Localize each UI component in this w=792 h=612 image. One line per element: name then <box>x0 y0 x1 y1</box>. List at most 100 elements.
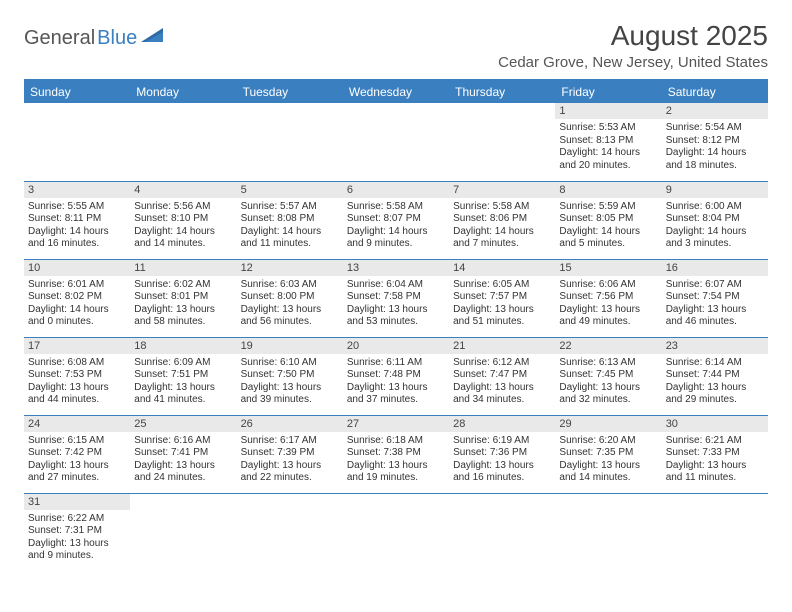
day-text: Sunrise: 6:02 AMSunset: 8:01 PMDaylight:… <box>130 276 236 333</box>
day-number: 1 <box>555 103 661 119</box>
day-text-line: and 49 minutes. <box>559 316 657 329</box>
day-text-line: Sunset: 7:33 PM <box>666 447 764 460</box>
day-text-line: Sunset: 7:45 PM <box>559 369 657 382</box>
day-text-line: Sunrise: 6:02 AM <box>134 279 232 292</box>
day-text-line: Sunset: 7:53 PM <box>28 369 126 382</box>
day-text-line: Sunrise: 6:15 AM <box>28 435 126 448</box>
weekday-header: Friday <box>555 80 661 103</box>
weekday-header: Monday <box>130 80 236 103</box>
day-number: 6 <box>343 182 449 198</box>
day-number: 8 <box>555 182 661 198</box>
day-text-line: Sunset: 8:08 PM <box>241 213 339 226</box>
day-text-line: and 37 minutes. <box>347 394 445 407</box>
day-text: Sunrise: 6:16 AMSunset: 7:41 PMDaylight:… <box>130 432 236 489</box>
day-number: 18 <box>130 338 236 354</box>
day-text: Sunrise: 5:56 AMSunset: 8:10 PMDaylight:… <box>130 198 236 255</box>
calendar-day-cell: 29Sunrise: 6:20 AMSunset: 7:35 PMDayligh… <box>555 415 661 493</box>
day-text-line: Sunset: 7:36 PM <box>453 447 551 460</box>
day-number: 3 <box>24 182 130 198</box>
day-text: Sunrise: 6:21 AMSunset: 7:33 PMDaylight:… <box>662 432 768 489</box>
day-text-line: Sunset: 8:05 PM <box>559 213 657 226</box>
day-text-line: Sunrise: 5:56 AM <box>134 201 232 214</box>
day-text-line: Sunset: 7:42 PM <box>28 447 126 460</box>
day-text-line: Sunrise: 6:05 AM <box>453 279 551 292</box>
calendar-day-cell: 26Sunrise: 6:17 AMSunset: 7:39 PMDayligh… <box>237 415 343 493</box>
day-number: 28 <box>449 416 555 432</box>
day-text-line: and 29 minutes. <box>666 394 764 407</box>
day-number: 16 <box>662 260 768 276</box>
calendar-day-cell: 7Sunrise: 5:58 AMSunset: 8:06 PMDaylight… <box>449 181 555 259</box>
day-text-line: and 27 minutes. <box>28 472 126 485</box>
day-text-line: and 14 minutes. <box>559 472 657 485</box>
day-text-line: Daylight: 13 hours <box>134 304 232 317</box>
day-text-line: Daylight: 13 hours <box>666 460 764 473</box>
calendar-day-cell: 2Sunrise: 5:54 AMSunset: 8:12 PMDaylight… <box>662 103 768 181</box>
day-text: Sunrise: 5:58 AMSunset: 8:07 PMDaylight:… <box>343 198 449 255</box>
calendar-week-row: 24 Sunrise: 6:15 AMSunset: 7:42 PM Dayligh… <box>24 415 768 493</box>
day-text-line: and 16 minutes. <box>453 472 551 485</box>
day-text-line: Sunrise: 6:20 AM <box>559 435 657 448</box>
day-number: 17 <box>24 338 130 354</box>
day-text-line: Sunset: 7:56 PM <box>559 291 657 304</box>
day-text-line: and 56 minutes. <box>241 316 339 329</box>
day-text: Sunrise: 5:53 AMSunset: 8:13 PMDaylight:… <box>555 119 661 176</box>
day-text-line: Sunrise: 6:06 AM <box>559 279 657 292</box>
day-text-line: Sunset: 8:02 PM <box>28 291 126 304</box>
day-text-line: Daylight: 13 hours <box>559 460 657 473</box>
day-text: Sunrise: 6:01 AMSunset: 8:02 PMDaylight:… <box>24 276 130 333</box>
calendar-empty-cell <box>662 493 768 571</box>
day-text-line: Daylight: 13 hours <box>28 382 126 395</box>
day-text-line: Daylight: 14 hours <box>559 226 657 239</box>
day-number: 4 <box>130 182 236 198</box>
day-text-line: and 58 minutes. <box>134 316 232 329</box>
day-text-line: Daylight: 13 hours <box>241 382 339 395</box>
calendar-table: SundayMondayTuesdayWednesdayThursdayFrid… <box>24 79 768 571</box>
day-text-line: Sunrise: 6:19 AM <box>453 435 551 448</box>
day-text: Sunrise: 5:54 AMSunset: 8:12 PMDaylight:… <box>662 119 768 176</box>
day-number: 10 <box>24 260 130 276</box>
day-text-line: Sunrise: 5:58 AM <box>347 201 445 214</box>
day-text-line: Daylight: 13 hours <box>453 460 551 473</box>
day-text: Sunrise: 5:57 AMSunset: 8:08 PMDaylight:… <box>237 198 343 255</box>
day-text-line: Daylight: 13 hours <box>28 538 126 551</box>
calendar-day-cell: 4Sunrise: 5:56 AMSunset: 8:10 PMDaylight… <box>130 181 236 259</box>
day-text-line: Sunrise: 6:17 AM <box>241 435 339 448</box>
day-number: 13 <box>343 260 449 276</box>
day-text-line: and 34 minutes. <box>453 394 551 407</box>
day-text-line: Sunrise: 6:21 AM <box>666 435 764 448</box>
day-text: Sunrise: 6:13 AMSunset: 7:45 PMDaylight:… <box>555 354 661 411</box>
day-text-line: and 5 minutes. <box>559 238 657 251</box>
day-text: Sunrise: 6:19 AMSunset: 7:36 PMDaylight:… <box>449 432 555 489</box>
day-text-line: Daylight: 13 hours <box>241 304 339 317</box>
day-text-line: Sunrise: 6:14 AM <box>666 357 764 370</box>
day-text-line: Sunrise: 6:09 AM <box>134 357 232 370</box>
day-text: Sunrise: 6:00 AMSunset: 8:04 PMDaylight:… <box>662 198 768 255</box>
day-text: Sunrise: 6:11 AMSunset: 7:48 PMDaylight:… <box>343 354 449 411</box>
day-text-line: Daylight: 13 hours <box>453 382 551 395</box>
day-text-line: Sunrise: 6:07 AM <box>666 279 764 292</box>
calendar-day-cell: 14Sunrise: 6:05 AMSunset: 7:57 PMDayligh… <box>449 259 555 337</box>
calendar-day-cell: 28Sunrise: 6:19 AMSunset: 7:36 PMDayligh… <box>449 415 555 493</box>
calendar-day-cell: 27Sunrise: 6:18 AMSunset: 7:38 PMDayligh… <box>343 415 449 493</box>
day-text: Sunrise: 6:22 AMSunset: 7:31 PMDaylight:… <box>24 510 130 567</box>
day-text-line: Sunrise: 6:12 AM <box>453 357 551 370</box>
day-text-line: and 41 minutes. <box>134 394 232 407</box>
day-number: 24 <box>24 416 130 432</box>
calendar-day-cell: 6Sunrise: 5:58 AMSunset: 8:07 PMDaylight… <box>343 181 449 259</box>
day-text-line: Daylight: 13 hours <box>347 460 445 473</box>
calendar-empty-cell <box>449 493 555 571</box>
calendar-day-cell: 25Sunrise: 6:16 AMSunset: 7:41 PMDayligh… <box>130 415 236 493</box>
calendar-empty-cell <box>237 493 343 571</box>
day-number: 26 <box>237 416 343 432</box>
day-text-line: and 44 minutes. <box>28 394 126 407</box>
title-block: August 2025 Cedar Grove, New Jersey, Uni… <box>498 20 768 71</box>
day-text-line: and 0 minutes. <box>28 316 126 329</box>
day-text-line: Sunrise: 5:55 AM <box>28 201 126 214</box>
day-text-line: Sunrise: 6:04 AM <box>347 279 445 292</box>
day-text: Sunrise: 6:10 AMSunset: 7:50 PMDaylight:… <box>237 354 343 411</box>
calendar-week-row: 10Sunrise: 6:01 AMSunset: 8:02 PMDayligh… <box>24 259 768 337</box>
calendar-week-row: 1Sunrise: 5:53 AMSunset: 8:13 PMDaylight… <box>24 103 768 181</box>
calendar-empty-cell <box>130 103 236 181</box>
day-text-line: Sunset: 7:47 PM <box>453 369 551 382</box>
day-number: 15 <box>555 260 661 276</box>
